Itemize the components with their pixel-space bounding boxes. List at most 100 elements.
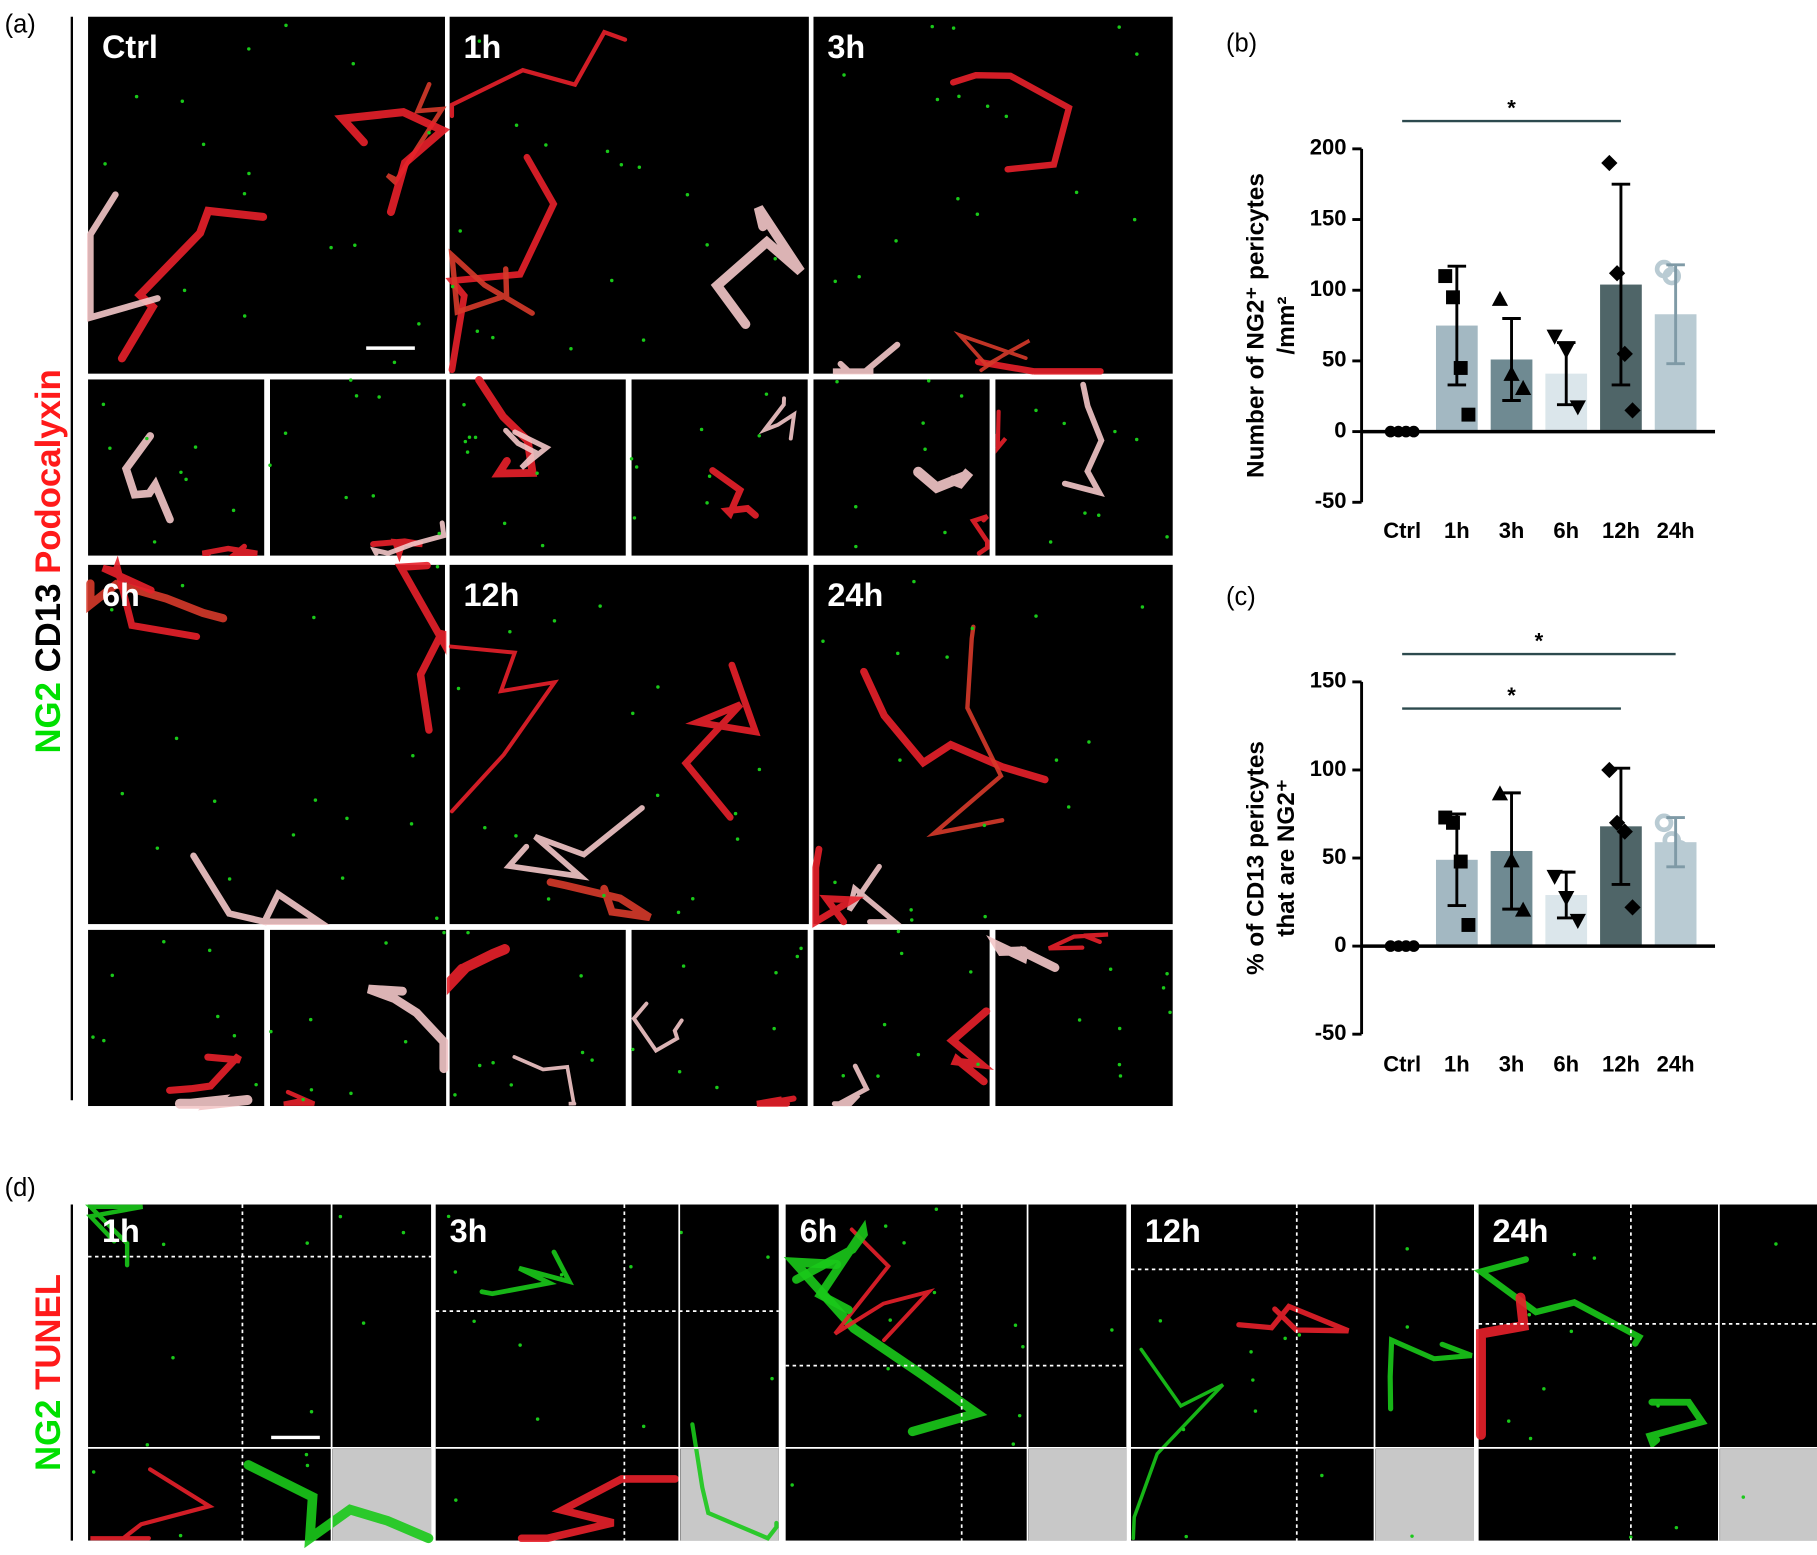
speck — [1134, 437, 1139, 442]
vessel — [832, 341, 901, 375]
vessel — [86, 579, 228, 623]
speck — [705, 243, 709, 247]
vessel — [974, 358, 1104, 375]
speck — [134, 94, 139, 99]
micrograph — [995, 379, 1173, 556]
speck — [1774, 1242, 1778, 1246]
speck — [284, 23, 288, 28]
speck — [453, 1093, 457, 1097]
speck — [923, 447, 927, 452]
speck — [179, 470, 183, 475]
vessel — [995, 409, 1008, 454]
speck — [509, 1083, 514, 1087]
speck — [691, 896, 695, 901]
speck — [1083, 511, 1087, 515]
orthogonal-blank — [1375, 1449, 1474, 1541]
speck — [305, 1463, 310, 1468]
speck — [535, 471, 539, 475]
speck — [1283, 1336, 1287, 1341]
speck — [1108, 967, 1113, 971]
speck — [91, 1470, 96, 1474]
speck — [502, 521, 507, 526]
speck — [351, 62, 356, 66]
micrograph — [449, 564, 809, 925]
speck — [1066, 805, 1071, 809]
speck — [1405, 1247, 1409, 1251]
vessel — [334, 108, 450, 216]
speck — [1629, 1535, 1633, 1539]
speck — [477, 39, 482, 43]
speck — [821, 639, 825, 643]
speck — [976, 1062, 980, 1067]
speck — [685, 193, 690, 197]
micrograph — [449, 929, 626, 1107]
vessel — [1236, 1303, 1350, 1334]
speck — [934, 1207, 939, 1211]
speck — [707, 474, 712, 478]
vessel — [792, 1219, 868, 1315]
speck — [1674, 1525, 1679, 1530]
speck — [945, 655, 949, 659]
speck — [1048, 540, 1053, 544]
vessel — [986, 935, 1060, 973]
vessel — [366, 984, 449, 1074]
speck — [656, 685, 660, 689]
vessel — [87, 191, 161, 322]
point — [1407, 940, 1420, 952]
speck — [463, 439, 468, 444]
speck — [1110, 1328, 1114, 1332]
micrograph — [813, 379, 990, 556]
vessel — [446, 944, 510, 996]
vessel — [1131, 1347, 1225, 1540]
vessel — [926, 624, 1005, 838]
speck — [340, 876, 345, 880]
speck — [1184, 1534, 1188, 1539]
vessel — [166, 1053, 242, 1094]
speck — [269, 1029, 273, 1034]
speck — [435, 916, 439, 920]
speck — [473, 435, 478, 440]
speck — [308, 1017, 313, 1022]
micrograph — [449, 16, 809, 374]
x-tick-label: Ctrl — [1383, 518, 1421, 543]
speck — [453, 1270, 458, 1274]
vessel — [833, 1227, 935, 1343]
speck — [467, 435, 472, 439]
speck — [902, 1241, 906, 1245]
speck — [456, 686, 461, 691]
x-tick-label: 12h — [1602, 1051, 1640, 1076]
speck — [1011, 1442, 1016, 1446]
speck — [1181, 1427, 1186, 1432]
speck — [1087, 740, 1091, 744]
speck — [921, 421, 925, 425]
speck — [1249, 1350, 1253, 1354]
speck — [103, 162, 107, 166]
speck — [1074, 190, 1079, 195]
vessel — [448, 644, 560, 814]
x-tick-label: 24h — [1657, 518, 1695, 543]
speck — [1527, 1312, 1532, 1317]
vessel — [1387, 1336, 1473, 1412]
vessel — [394, 561, 447, 734]
speck — [409, 822, 414, 826]
point — [1601, 761, 1618, 779]
significance-star: * — [1535, 628, 1544, 653]
point — [1515, 379, 1532, 395]
speck — [344, 495, 348, 500]
panel-letter: (b) — [1226, 29, 1257, 57]
speck — [641, 1424, 646, 1429]
speck — [411, 753, 415, 758]
speck — [733, 811, 738, 816]
vessel — [479, 1249, 574, 1297]
stain: NG2 — [30, 682, 68, 753]
vessel — [449, 29, 628, 119]
speck — [1165, 972, 1169, 976]
panel-letter: (c) — [1226, 583, 1256, 611]
point — [1461, 918, 1476, 932]
speck — [483, 825, 487, 830]
speck — [540, 543, 545, 548]
x-tick-label: 1h — [1444, 1051, 1470, 1076]
micrograph — [88, 379, 265, 556]
speck — [982, 823, 987, 828]
